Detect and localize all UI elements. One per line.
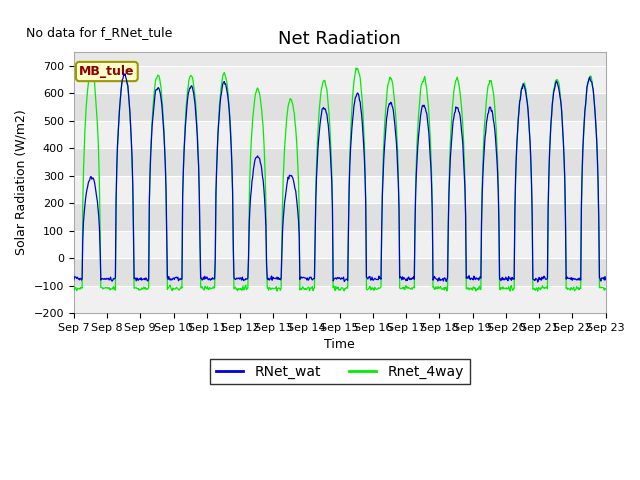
Bar	[74, 258, 605, 286]
Text: No data for f_RNet_tule: No data for f_RNet_tule	[26, 26, 172, 39]
Legend: RNet_wat, Rnet_4way: RNet_wat, Rnet_4way	[210, 359, 470, 384]
Bar	[74, 203, 605, 230]
Bar	[74, 286, 605, 313]
Bar	[74, 66, 605, 93]
X-axis label: Time: Time	[324, 338, 355, 351]
Bar	[74, 230, 605, 258]
Title: Net Radiation: Net Radiation	[278, 30, 401, 48]
Bar	[74, 148, 605, 176]
Text: MB_tule: MB_tule	[79, 65, 134, 78]
Bar	[74, 93, 605, 120]
Y-axis label: Solar Radiation (W/m2): Solar Radiation (W/m2)	[15, 109, 28, 255]
Bar	[74, 176, 605, 203]
Bar	[74, 120, 605, 148]
